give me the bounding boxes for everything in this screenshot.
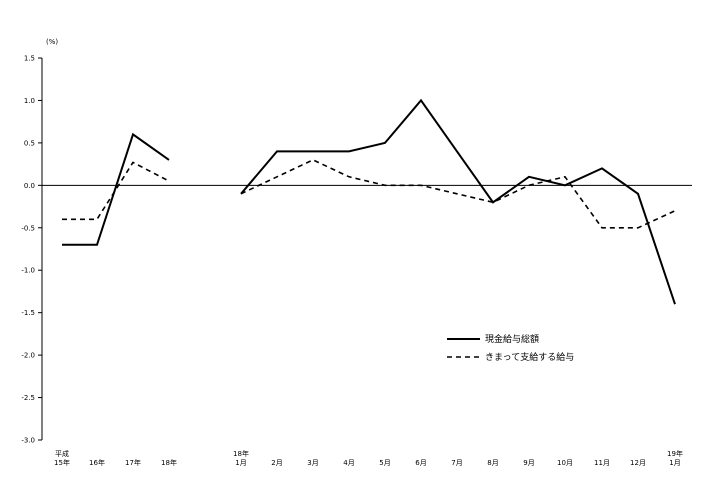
y-tick-label: 1.5 bbox=[24, 55, 35, 63]
x-tick-label: 2月 bbox=[271, 459, 282, 467]
series-line-total-cash-earnings bbox=[240, 98, 676, 305]
y-tick-label: -0.5 bbox=[21, 224, 35, 232]
y-tick-label: -3.0 bbox=[21, 437, 35, 445]
x-tick-label: 4月 bbox=[343, 459, 354, 467]
x-tick-label: 11月 bbox=[594, 459, 610, 467]
series-line-total-cash-earnings bbox=[62, 132, 170, 246]
y-tick-label: -2.5 bbox=[21, 394, 35, 402]
x-tick-label: 18年 bbox=[233, 449, 249, 458]
x-tick-label: 15年 bbox=[54, 458, 70, 467]
y-tick-label: -1.5 bbox=[21, 309, 35, 317]
legend-label-regular-earnings: きまって支給する給与 bbox=[485, 351, 574, 363]
y-tick-label: 0.5 bbox=[24, 139, 35, 147]
y-tick-label: -2.0 bbox=[21, 352, 35, 360]
y-tick-labels: 1.5 1.0 0.5 0.0 -0.5 -1.0 -1.5 -2.0 -2.5 -3.0 bbox=[21, 55, 42, 445]
x-tick-label: 17年 bbox=[125, 458, 141, 467]
x-tick-label: 6月 bbox=[415, 459, 426, 467]
x-tick-label: 16年 bbox=[89, 458, 105, 467]
x-tick-label: 10月 bbox=[557, 459, 573, 467]
y-tick-label: -1.0 bbox=[21, 267, 35, 275]
x-tick-label: 12月 bbox=[630, 459, 646, 467]
x-tick-label: 3月 bbox=[307, 459, 318, 467]
x-tick-label: 平成 bbox=[55, 449, 69, 458]
legend-label-total-cash-earnings: 現金給与総額 bbox=[485, 333, 539, 345]
y-tick-label: 1.0 bbox=[24, 97, 35, 105]
x-tick-label: 1月 bbox=[235, 459, 246, 467]
x-tick-label: 19年 bbox=[667, 449, 683, 458]
x-tick-label: 1月 bbox=[669, 459, 680, 467]
series-lines bbox=[62, 98, 676, 305]
series-line-regular-earnings bbox=[240, 159, 676, 229]
y-tick-label: 0.0 bbox=[24, 182, 35, 190]
x-tick-label: 18年 bbox=[161, 458, 177, 467]
y-unit-label: (%) bbox=[46, 38, 58, 46]
x-tick-label: 9月 bbox=[523, 459, 534, 467]
x-tick-label: 5月 bbox=[379, 459, 390, 467]
x-tick-label: 8月 bbox=[487, 459, 498, 467]
x-tick-label: 7月 bbox=[451, 459, 462, 467]
axes bbox=[41, 58, 692, 440]
